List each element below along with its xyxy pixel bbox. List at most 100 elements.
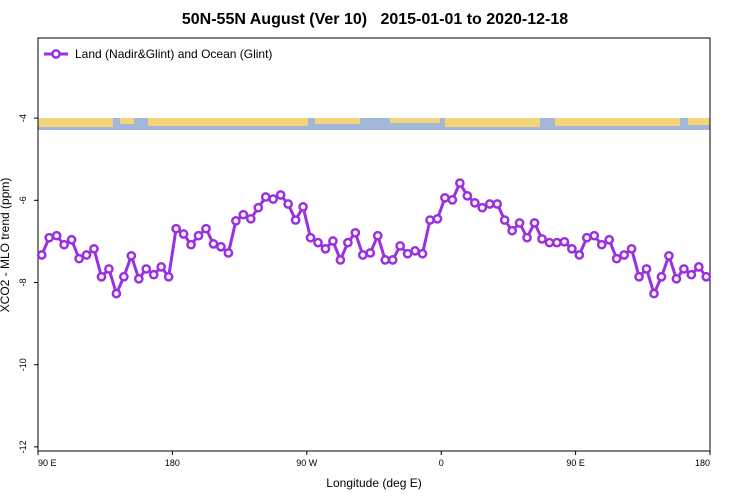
data-point bbox=[290, 215, 301, 225]
data-point bbox=[455, 178, 465, 188]
data-point bbox=[223, 248, 234, 258]
data-point bbox=[245, 213, 256, 224]
data-point bbox=[365, 248, 376, 258]
data-point bbox=[664, 250, 674, 261]
data-point bbox=[372, 230, 383, 241]
data-point bbox=[499, 215, 510, 225]
data-point bbox=[387, 255, 398, 265]
data-point bbox=[148, 269, 159, 280]
data-point bbox=[604, 234, 615, 245]
data-point bbox=[589, 230, 600, 241]
x-tick-label: 180 bbox=[695, 458, 710, 468]
data-point bbox=[611, 253, 622, 264]
data-point bbox=[119, 271, 129, 282]
data-point bbox=[313, 237, 323, 248]
data-point bbox=[111, 288, 122, 299]
x-tick-label: 90 W bbox=[296, 458, 318, 468]
data-point bbox=[298, 202, 308, 212]
data-point bbox=[410, 246, 420, 256]
data-point bbox=[693, 262, 704, 272]
data-point bbox=[619, 250, 629, 260]
data-point bbox=[440, 193, 450, 203]
data-point bbox=[514, 218, 525, 228]
data-point bbox=[567, 243, 577, 254]
data-point bbox=[395, 241, 405, 251]
data-point bbox=[44, 232, 55, 243]
data-point bbox=[178, 229, 189, 239]
data-point bbox=[156, 262, 167, 272]
data-point bbox=[133, 273, 144, 284]
data-point bbox=[626, 243, 637, 254]
x-tick-label: 90 E bbox=[38, 458, 57, 468]
data-point bbox=[559, 236, 570, 247]
data-point bbox=[679, 264, 689, 274]
data-point bbox=[432, 213, 443, 224]
data-point bbox=[81, 250, 92, 260]
data-point bbox=[186, 239, 196, 250]
land-ocean-mask bbox=[38, 118, 710, 130]
plot-frame bbox=[37, 37, 711, 452]
data-point bbox=[89, 243, 99, 254]
data-point bbox=[649, 288, 659, 299]
y-tick-label: -10 bbox=[18, 358, 28, 371]
data-point bbox=[320, 243, 331, 254]
data-point bbox=[238, 209, 249, 220]
data-point bbox=[425, 215, 435, 225]
y-tick-label: -8 bbox=[18, 279, 28, 287]
data-point bbox=[208, 239, 219, 249]
x-tick-label: 0 bbox=[439, 458, 444, 468]
x-tick-label: 90 E bbox=[566, 458, 585, 468]
data-point bbox=[343, 237, 353, 248]
data-point bbox=[537, 234, 547, 244]
data-point bbox=[447, 195, 458, 205]
data-point bbox=[634, 271, 644, 282]
data-point bbox=[216, 241, 226, 252]
data-point bbox=[477, 202, 488, 213]
data-point bbox=[171, 223, 181, 234]
data-point bbox=[522, 232, 532, 243]
data-point bbox=[51, 230, 62, 241]
data-point bbox=[253, 202, 264, 213]
data-point bbox=[380, 255, 391, 265]
data-point bbox=[641, 264, 652, 274]
data-point bbox=[357, 250, 368, 260]
y-axis-label: XCO2 - MLO trend (ppm) bbox=[0, 178, 12, 313]
data-point bbox=[484, 199, 495, 209]
data-point bbox=[201, 223, 211, 234]
data-point bbox=[671, 273, 682, 284]
data-point bbox=[656, 271, 667, 282]
data-point bbox=[260, 192, 271, 202]
data-point bbox=[193, 230, 204, 241]
data-point bbox=[66, 234, 77, 245]
data-point bbox=[701, 271, 712, 282]
y-tick-label: -6 bbox=[18, 196, 28, 204]
data-point bbox=[268, 194, 279, 204]
data-point bbox=[283, 199, 293, 209]
data-point bbox=[686, 269, 697, 280]
legend-label: Land (Nadir&Glint) and Ocean (Glint) bbox=[75, 47, 272, 61]
data-point bbox=[507, 225, 517, 236]
legend-marker bbox=[51, 49, 61, 59]
data-point bbox=[126, 250, 137, 261]
data-point bbox=[163, 271, 174, 282]
data-point bbox=[462, 190, 473, 201]
data-point bbox=[529, 218, 540, 228]
data-point bbox=[231, 216, 241, 226]
data-point bbox=[469, 197, 480, 208]
data-point bbox=[574, 250, 585, 260]
data-point bbox=[305, 232, 316, 243]
data-point bbox=[596, 239, 607, 250]
data-point bbox=[544, 237, 555, 248]
data-point bbox=[492, 199, 503, 209]
x-axis-label: Longitude (deg E) bbox=[326, 476, 421, 490]
data-point bbox=[335, 255, 346, 265]
y-tick-label: -4 bbox=[18, 114, 28, 122]
data-point bbox=[350, 227, 361, 238]
data-point bbox=[417, 248, 428, 259]
data-point bbox=[328, 236, 338, 246]
data-point bbox=[275, 190, 286, 200]
data-point bbox=[581, 232, 592, 243]
data-point bbox=[402, 248, 413, 259]
data-point bbox=[96, 271, 107, 282]
